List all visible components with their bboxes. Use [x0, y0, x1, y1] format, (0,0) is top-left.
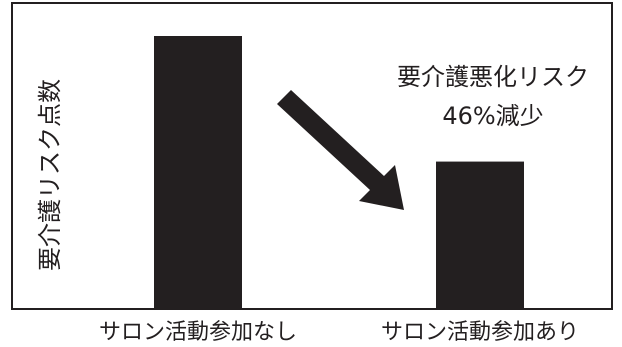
x-tick-label-1: サロン活動参加なし: [99, 320, 297, 345]
y-axis-label: 要介護リスク点数: [36, 79, 64, 271]
annotation-line-1: 要介護悪化リスク: [397, 63, 589, 91]
bar-1: [154, 36, 242, 309]
bar-2: [436, 161, 524, 309]
arrow-down-right-icon: [277, 90, 404, 210]
bars-group: [154, 36, 524, 309]
x-tick-label-2: サロン活動参加あり: [381, 320, 579, 345]
x-tick-labels: サロン活動参加なし サロン活動参加あり: [99, 320, 579, 345]
annotation-line-2: 46%減少: [442, 102, 543, 130]
